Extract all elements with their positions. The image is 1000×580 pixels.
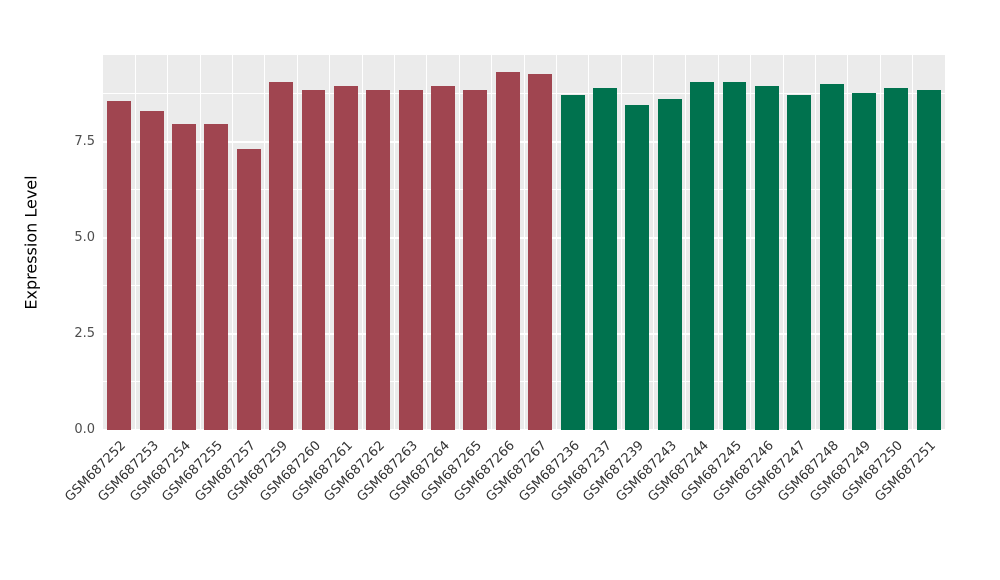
bar [690, 81, 715, 430]
bar [431, 85, 455, 430]
y-axis-title-text: Expression Level [21, 175, 41, 310]
bar [528, 74, 553, 430]
bar [301, 89, 326, 430]
gridline-vertical [750, 55, 752, 430]
gridline-vertical [232, 55, 234, 430]
bar [852, 93, 876, 430]
gridline-vertical [685, 55, 687, 430]
gridline-vertical [264, 55, 266, 430]
gridline-vertical [847, 55, 849, 430]
bar [107, 101, 132, 430]
gridline-vertical [588, 55, 590, 430]
y-tick-label: 2.5 [74, 325, 95, 341]
plot-panel [103, 55, 945, 431]
gridline-vertical [782, 55, 784, 430]
gridline-vertical [879, 55, 881, 430]
y-tick-label: 0.0 [74, 422, 95, 437]
gridline-vertical [491, 55, 493, 430]
bar [916, 89, 941, 430]
gridline-vertical [555, 55, 557, 430]
gridline-vertical [361, 55, 363, 430]
bar [754, 85, 779, 430]
bar [592, 87, 617, 430]
bar [819, 83, 844, 430]
bar [560, 95, 585, 430]
y-tick-label: 5.0 [74, 229, 95, 245]
gridline-vertical [458, 55, 460, 430]
bar [884, 87, 909, 430]
gridline-vertical [653, 55, 655, 430]
gridline-vertical [134, 55, 136, 430]
bar [171, 124, 196, 430]
bar [398, 89, 423, 430]
bar [625, 105, 650, 430]
bar [787, 95, 812, 430]
bar [722, 81, 747, 430]
gridline-vertical [523, 55, 525, 430]
y-axis-title: Expression Level [14, 55, 48, 430]
gridline-major [103, 429, 945, 431]
gridline-vertical [426, 55, 428, 430]
gridline-vertical [199, 55, 201, 430]
bar [269, 81, 294, 430]
bar [139, 110, 164, 430]
bar [495, 72, 520, 430]
bar [236, 149, 261, 430]
gridline-vertical [393, 55, 395, 430]
gridline-vertical [717, 55, 719, 430]
gridline-vertical [620, 55, 622, 430]
gridline-vertical [296, 55, 298, 430]
bar [204, 124, 229, 430]
gridline-vertical [329, 55, 331, 430]
bar [463, 89, 488, 430]
gridline-vertical [814, 55, 816, 430]
y-tick-label: 7.5 [74, 133, 95, 149]
gridline-vertical [167, 55, 169, 430]
bar [333, 85, 358, 430]
bar [657, 99, 682, 430]
bar [366, 89, 391, 430]
gridline-vertical [912, 55, 914, 430]
